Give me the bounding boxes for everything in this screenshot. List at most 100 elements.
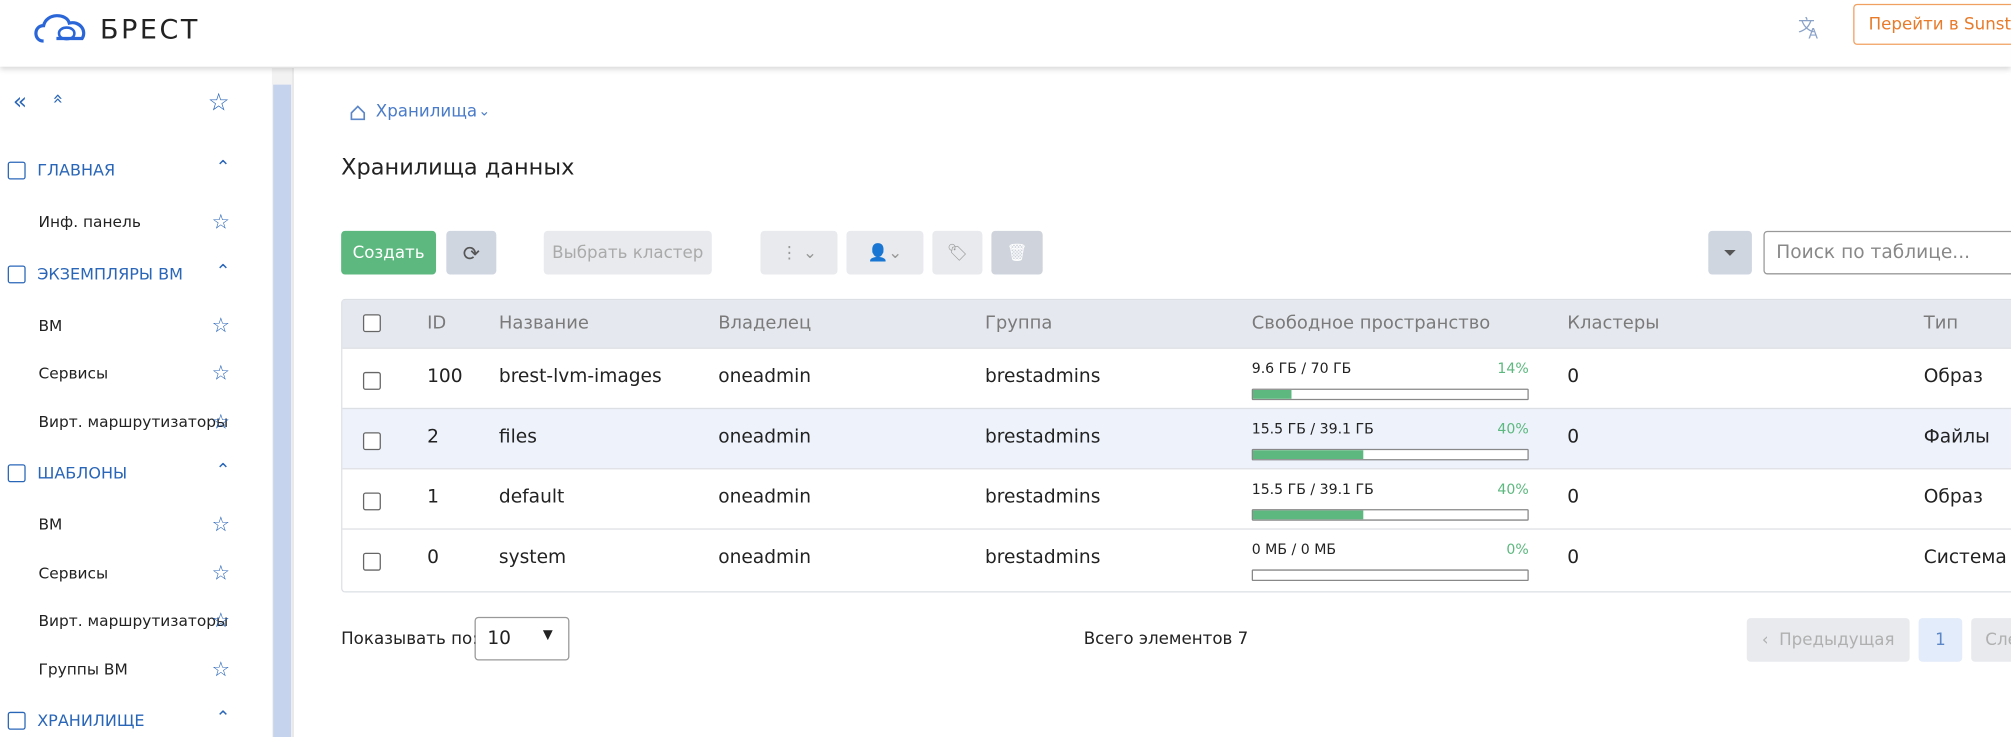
home-icon: [350, 105, 366, 121]
collapse-all-icon[interactable]: »: [47, 93, 69, 105]
menu-item[interactable]: Инф. панель: [38, 212, 141, 231]
percent-label: 40%: [1497, 420, 1529, 438]
item-favorite[interactable]: ☆: [211, 312, 231, 337]
column-header: Владелец: [718, 312, 812, 334]
menu-item[interactable]: Вирт. маршрутизаторы: [38, 611, 229, 630]
section-toggle[interactable]: ⌃: [215, 260, 231, 282]
logo: [34, 14, 86, 43]
item-favorite[interactable]: ☆: [211, 559, 231, 585]
cell-group: brestadmins: [984, 366, 1101, 388]
sidebar: « » ☆ ГЛАВНАЯ ⌃ Инф. панель ☆ ЭКЗЕМПЛЯРЫ ВМ ⌃…: [0, 67, 272, 737]
usage-bar: [1251, 569, 1529, 581]
favorite-icon[interactable]: ☆: [207, 88, 230, 117]
percent-label: 40%: [1497, 480, 1529, 498]
delete-button[interactable]: 🗑: [991, 230, 1043, 275]
section-toggle[interactable]: ⌃: [215, 707, 231, 729]
item-favorite[interactable]: ☆: [211, 209, 231, 234]
section-icon: [7, 264, 26, 283]
breadcrumb-arrow[interactable]: ⌄: [478, 102, 491, 120]
table-row[interactable]: [342, 347, 2011, 408]
usage-bar: [1251, 448, 1529, 461]
column-header: Группа: [984, 312, 1053, 334]
column-header: Кластеры: [1567, 312, 1660, 334]
page-title: Хранилища данных: [341, 155, 575, 181]
checkbox[interactable]: [362, 371, 381, 390]
breadcrumb[interactable]: Хранилища: [375, 102, 478, 122]
space-label: 0 МБ / 0 МБ: [1251, 541, 1337, 558]
table-header: [342, 300, 2011, 348]
scrollbar-thumb[interactable]: [273, 84, 292, 737]
page-size-label: Показывать по:: [341, 629, 478, 649]
total-count: Всего элементов 7: [1083, 629, 1249, 649]
section-icon: [7, 161, 26, 180]
cell-owner: oneadmin: [718, 427, 812, 448]
menu-item[interactable]: Группы ВМ: [38, 659, 128, 678]
cell-owner: oneadmin: [718, 487, 812, 508]
prev-button[interactable]: ‹ Предыдущая: [1746, 618, 1910, 662]
cell-type: Система: [1923, 547, 2007, 569]
cell-name: default: [498, 487, 565, 508]
next-button[interactable]: Следующая: [1971, 618, 2011, 662]
svg-text:文: 文: [1798, 16, 1815, 35]
cell-clusters: 0: [1567, 366, 1580, 388]
table: ID Название Владелец Группа Свободное простр…: [341, 298, 2011, 593]
section-title[interactable]: ХРАНИЛИЩЕ: [37, 710, 145, 730]
usage-fill: [1253, 510, 1363, 520]
menu-item[interactable]: ВМ: [38, 316, 63, 335]
collapse-icon[interactable]: «: [12, 88, 27, 116]
section-title[interactable]: ЭКЗЕМПЛЯРЫ ВМ: [37, 263, 183, 283]
section-icon: [7, 464, 26, 483]
section-icon: [7, 711, 26, 730]
menu-item[interactable]: Сервисы: [38, 364, 109, 383]
checkbox[interactable]: [362, 432, 381, 451]
cell-name: brest-lvm-images: [498, 366, 662, 388]
header: БРЕСТ 文A Перейти в Sunstone: [0, 0, 2011, 67]
cell-group: brestadmins: [984, 487, 1101, 508]
usage-fill: [1253, 389, 1292, 399]
cell-name: system: [498, 547, 567, 569]
space-label: 15.5 ГБ / 39.1 ГБ: [1251, 480, 1374, 498]
menu-item[interactable]: Сервисы: [38, 563, 109, 582]
table-row[interactable]: [342, 468, 2011, 529]
usage-fill: [1253, 450, 1363, 460]
more-button[interactable]: ⋮ ⌄: [760, 230, 838, 275]
checkbox[interactable]: [362, 552, 381, 571]
cell-type: Образ: [1923, 487, 1983, 508]
section-title[interactable]: ГЛАВНАЯ: [37, 160, 116, 180]
table-row[interactable]: [342, 528, 2011, 589]
section-toggle[interactable]: ⌃: [215, 157, 231, 179]
sunstone-button[interactable]: Перейти в Sunstone: [1853, 3, 2011, 45]
menu-item[interactable]: ВМ: [38, 515, 63, 534]
page-button[interactable]: 1: [1918, 618, 1963, 662]
section-title[interactable]: ШАБЛОНЫ: [37, 462, 128, 483]
item-favorite[interactable]: ☆: [211, 408, 231, 433]
filter-button[interactable]: ⏷: [1708, 230, 1752, 275]
cell-name: files: [498, 427, 537, 448]
cell-clusters: 0: [1567, 487, 1580, 508]
select-cluster-button[interactable]: Выбрать кластер: [543, 230, 712, 275]
cell-id: 100: [427, 366, 463, 388]
item-favorite[interactable]: ☆: [211, 607, 231, 633]
section-toggle[interactable]: ⌃: [215, 460, 231, 481]
search-input[interactable]: Поиск по таблице...: [1763, 230, 2011, 275]
page-size-select[interactable]: 10 ▼: [474, 616, 570, 661]
menu-item[interactable]: Вирт. маршрутизаторы: [38, 412, 229, 431]
refresh-button[interactable]: ⟳: [446, 230, 497, 275]
checkbox[interactable]: [362, 314, 381, 333]
owner-button[interactable]: 👤⌄: [846, 230, 924, 275]
svg-text:A: A: [1808, 26, 1818, 41]
page-size: 10: [487, 628, 512, 649]
item-favorite[interactable]: ☆: [211, 655, 231, 681]
label-button[interactable]: 🏷: [932, 230, 983, 275]
language-icon[interactable]: 文A: [1796, 13, 1824, 41]
brand: БРЕСТ: [100, 14, 200, 45]
item-favorite[interactable]: ☆: [211, 360, 231, 385]
item-favorite[interactable]: ☆: [211, 511, 231, 537]
column-header: Тип: [1923, 312, 1959, 334]
checkbox[interactable]: [362, 492, 381, 511]
cell-owner: oneadmin: [718, 366, 812, 388]
create-button[interactable]: Создать: [341, 230, 437, 275]
select-arrow: ▼: [542, 628, 553, 643]
cell-group: brestadmins: [984, 427, 1101, 448]
table-row[interactable]: [342, 407, 2011, 469]
